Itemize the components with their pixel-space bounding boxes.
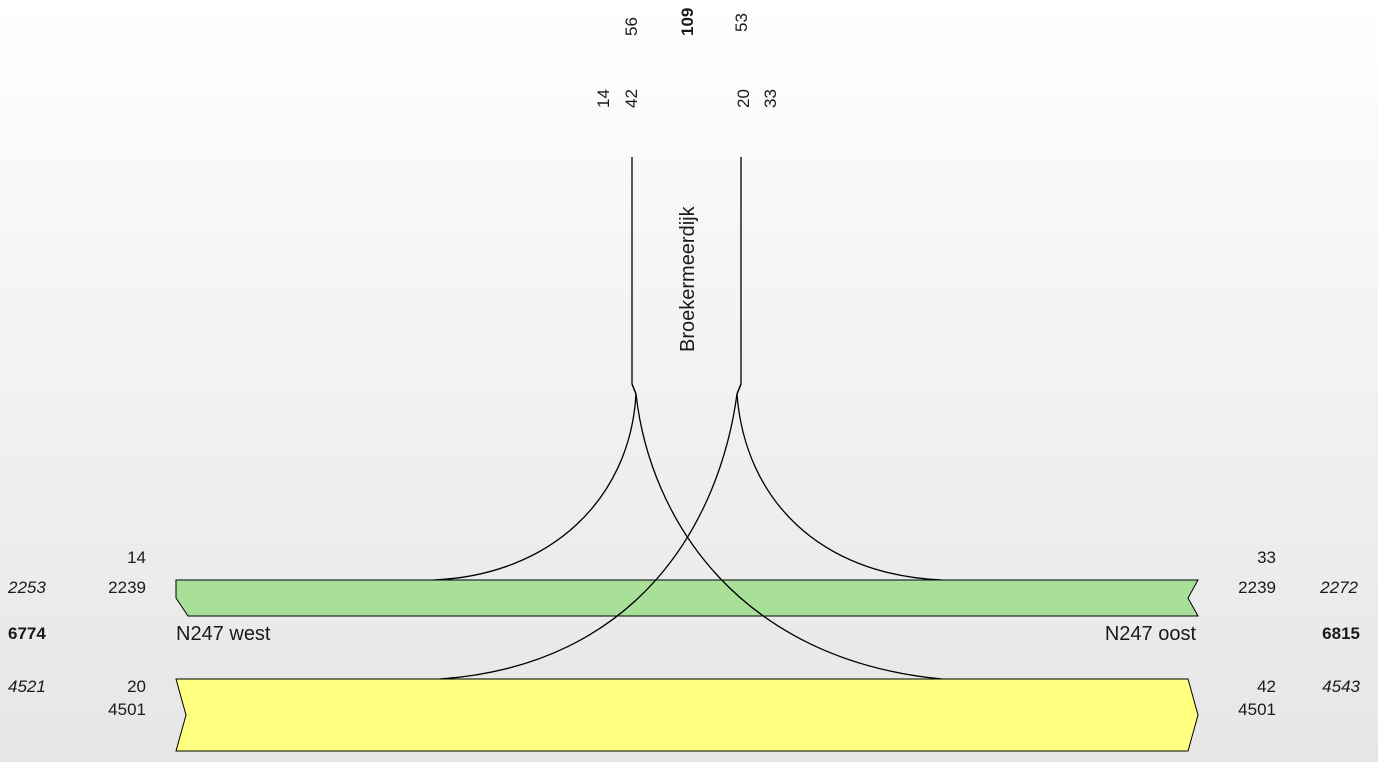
east-road-name: N247 oost (1105, 623, 1197, 645)
top-total-in: 56 (622, 17, 641, 36)
top-left-upper: 14 (594, 89, 613, 108)
east-turn-top: 33 (1257, 548, 1276, 567)
side-road-name: Broekermeerdijk (677, 205, 699, 352)
west-road-name: N247 west (176, 623, 271, 645)
west-turn-bottom: 20 (127, 677, 146, 696)
n247-upper-band (175, 579, 1199, 617)
top-right-upper: 20 (734, 89, 753, 108)
top-total: 109 (678, 8, 697, 36)
top-left-lower: 42 (622, 89, 641, 108)
west-straight-bottom: 4501 (108, 700, 146, 719)
flow-curve-right-to-east-top (736, 383, 943, 581)
east-grand-total: 6815 (1322, 624, 1360, 643)
east-total-top: 2272 (1319, 578, 1358, 597)
flow-curve-left-to-east-bottom (631, 383, 943, 680)
east-total-bottom: 4543 (1322, 677, 1360, 696)
top-right-lower: 33 (761, 89, 780, 108)
east-turn-bottom: 42 (1257, 677, 1276, 696)
flow-curve-left-to-west-top (433, 383, 637, 581)
flow-curve-right-to-west-bottom (439, 383, 742, 680)
west-straight-top: 2239 (108, 578, 146, 597)
west-total-top: 2253 (7, 578, 46, 597)
east-straight-bottom: 4501 (1238, 700, 1276, 719)
n247-lower-band (175, 678, 1199, 752)
east-straight-top: 2239 (1238, 578, 1276, 597)
west-total-bottom: 4521 (8, 677, 46, 696)
west-grand-total: 6774 (8, 624, 46, 643)
top-total-out: 53 (732, 13, 751, 32)
west-turn-top: 14 (127, 548, 146, 567)
